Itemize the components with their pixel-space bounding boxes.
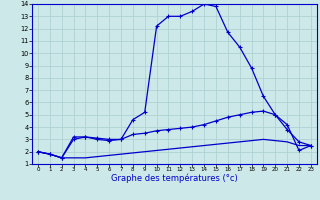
X-axis label: Graphe des températures (°c): Graphe des températures (°c) — [111, 174, 238, 183]
